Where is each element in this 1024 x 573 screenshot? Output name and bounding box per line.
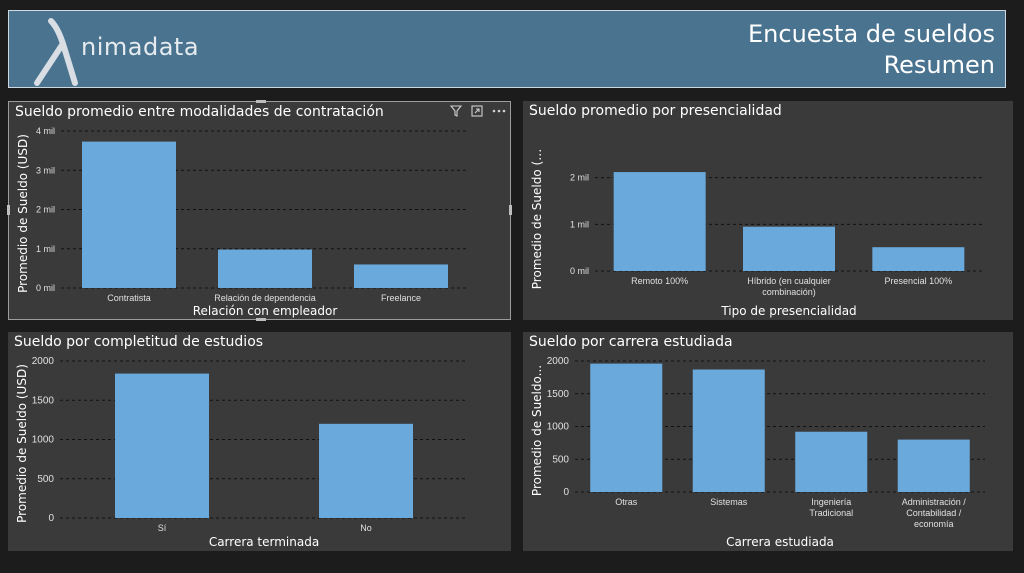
x-tick-label: Híbrido (en cualquier bbox=[747, 276, 831, 286]
logo-text: nimadata bbox=[81, 33, 200, 61]
bar-3[interactable] bbox=[872, 247, 965, 271]
x-axis-title: Carrera estudiada bbox=[726, 535, 834, 549]
y-axis-title: Promedio de Sueldo (USD) bbox=[16, 134, 30, 293]
y-tick-label: 2000 bbox=[32, 356, 55, 367]
resize-handle-bottom[interactable] bbox=[256, 318, 266, 321]
chart-title: Sueldo promedio entre modalidades de con… bbox=[15, 104, 384, 120]
chart-card-completitud[interactable]: Sueldo por completitud de estudios 0 500 1… bbox=[8, 332, 511, 551]
x-tick-label: economía bbox=[914, 519, 954, 529]
report-subtitle: Resumen bbox=[883, 51, 995, 79]
bar-1[interactable] bbox=[82, 141, 176, 288]
y-tick-label: 500 bbox=[552, 454, 569, 465]
x-tick-label: Otras bbox=[615, 497, 638, 507]
y-axis-title: Promedio de Sueldo (USD) bbox=[15, 364, 29, 523]
x-tick-label: No bbox=[360, 523, 372, 533]
y-tick-label: 0 mil bbox=[36, 283, 55, 293]
chart-card-presencialidad[interactable]: Sueldo promedio por presencialidad 0 mil… bbox=[523, 101, 1013, 320]
resize-handle-top[interactable] bbox=[256, 100, 266, 103]
filter-icon[interactable] bbox=[449, 105, 463, 120]
y-tick-label: 2000 bbox=[547, 356, 570, 367]
more-options-icon[interactable] bbox=[492, 105, 506, 120]
x-tick-label: Ingeniería bbox=[811, 497, 851, 507]
bar-chart-carrera: 0 500 1000 1500 2000 Otras Sistemas IngenieríaT… bbox=[530, 356, 985, 549]
x-axis-title: Carrera terminada bbox=[209, 535, 319, 549]
y-tick-label: 2 mil bbox=[570, 173, 589, 183]
bar-2[interactable] bbox=[743, 226, 835, 271]
y-tick-label: 1 mil bbox=[570, 219, 589, 229]
y-axis-title: Promedio de Sueldo (… bbox=[530, 149, 544, 289]
chart-card-carrera[interactable]: Sueldo por carrera estudiada 0 500 1000 150… bbox=[523, 332, 1013, 551]
bar-4[interactable] bbox=[897, 439, 970, 492]
y-tick-label: 2 mil bbox=[36, 205, 55, 215]
bar-2[interactable] bbox=[319, 423, 413, 518]
chart-card-contratacion[interactable]: Sueldo promedio entre modalidades de con… bbox=[7, 100, 512, 321]
x-tick-label: combinación) bbox=[762, 287, 816, 297]
y-tick-label: 0 bbox=[563, 487, 569, 498]
x-tick-label: Remoto 100% bbox=[631, 276, 688, 286]
y-tick-label: 0 mil bbox=[570, 266, 589, 276]
y-tick-label: 500 bbox=[37, 474, 54, 485]
animadata-logo-icon bbox=[34, 18, 78, 86]
x-tick-label: Sí bbox=[158, 523, 167, 533]
x-tick-label: Administración / bbox=[902, 497, 967, 507]
x-axis-title: Tipo de presencialidad bbox=[720, 304, 856, 318]
y-tick-label: 1000 bbox=[547, 422, 570, 433]
bar-1[interactable] bbox=[115, 373, 209, 518]
x-tick-label: Contabilidad / bbox=[906, 508, 962, 518]
chart-title: Sueldo por completitud de estudios bbox=[14, 334, 264, 350]
x-tick-label: Relación de dependencia bbox=[214, 293, 316, 303]
focus-mode-icon[interactable] bbox=[471, 105, 483, 120]
y-tick-label: 3 mil bbox=[36, 165, 55, 175]
y-tick-label: 1500 bbox=[32, 395, 55, 406]
x-tick-label: Tradicional bbox=[809, 508, 853, 518]
bar-3[interactable] bbox=[354, 264, 448, 288]
header-banner: nimadata Encuesta de sueldos Resumen bbox=[8, 10, 1006, 88]
bar-chart-presencialidad: 0 mil 1 mil 2 mil Remoto 100% Híbrido (en cu… bbox=[530, 149, 983, 318]
x-tick-label: Presencial 100% bbox=[885, 276, 953, 286]
y-tick-label: 1 mil bbox=[36, 244, 55, 254]
bar-chart-completitud: 0 500 1000 1500 2000 Sí No Carrera terminada Pro… bbox=[15, 356, 468, 549]
chart-title: Sueldo por carrera estudiada bbox=[529, 334, 733, 350]
resize-handle-right[interactable] bbox=[509, 205, 512, 215]
x-tick-label: Sistemas bbox=[710, 497, 748, 507]
chart-title: Sueldo promedio por presencialidad bbox=[529, 103, 782, 119]
y-tick-label: 0 bbox=[48, 513, 54, 524]
y-tick-label: 1000 bbox=[32, 435, 55, 446]
x-tick-label: Freelance bbox=[381, 293, 421, 303]
bar-1[interactable] bbox=[613, 172, 706, 271]
resize-handle-left[interactable] bbox=[7, 205, 10, 215]
x-tick-label: Contratista bbox=[107, 293, 151, 303]
report-title: Encuesta de sueldos bbox=[748, 20, 995, 48]
bar-2[interactable] bbox=[692, 369, 765, 492]
y-tick-label: 1500 bbox=[547, 389, 570, 400]
bar-chart-contratacion: 0 mil 1 mil 2 mil 3 mil 4 mil Contratista Rela… bbox=[16, 126, 469, 318]
y-tick-label: 4 mil bbox=[36, 126, 55, 136]
bar-2[interactable] bbox=[218, 249, 312, 288]
bar-1[interactable] bbox=[590, 363, 663, 492]
y-axis-title: Promedio de Sueldo... bbox=[530, 365, 544, 496]
visual-toolbar bbox=[449, 105, 506, 120]
report-title-block: Encuesta de sueldos Resumen bbox=[748, 19, 995, 81]
x-axis-title: Relación con empleador bbox=[193, 304, 338, 318]
bar-3[interactable] bbox=[795, 431, 868, 492]
